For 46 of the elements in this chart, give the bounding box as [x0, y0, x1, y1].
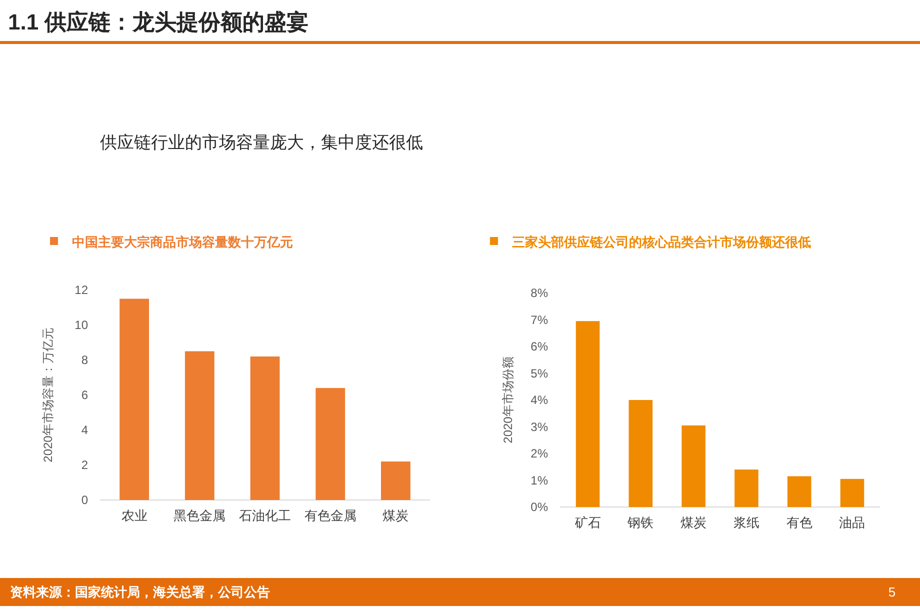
y-tick-label: 0%: [530, 500, 548, 514]
bar: [250, 356, 280, 500]
y-tick-label: 12: [74, 283, 88, 298]
bar: [380, 462, 410, 500]
y-tick-label: 6: [81, 388, 88, 402]
x-tick-label: 浆纸: [733, 515, 760, 530]
text: 1.1 供应链：龙头提份额的盛宴: [8, 10, 309, 35]
x-tick-label: 钢铁: [626, 515, 654, 530]
y-tick-label: 7%: [530, 312, 548, 327]
bar: [576, 321, 600, 507]
x-tick-label: 石油化工: [239, 508, 291, 523]
x-tick-label: 农业: [121, 508, 148, 523]
y-tick-label: 10: [74, 318, 88, 332]
bar: [682, 425, 706, 507]
y-axis-title: 2020年市场份额: [501, 356, 515, 444]
text: 供应链行业的市场容量庞大，集中度还很低: [100, 132, 423, 152]
bar: [184, 351, 214, 500]
y-tick-label: 0: [81, 493, 88, 508]
y-tick-label: 5%: [530, 366, 548, 380]
x-tick-label: 有色金属: [304, 508, 356, 523]
bar: [734, 470, 758, 507]
y-tick-label: 2%: [530, 446, 548, 461]
y-tick-label: 8: [81, 353, 88, 368]
y-tick-label: 1%: [530, 473, 548, 488]
text: 5: [888, 584, 896, 600]
x-tick-label: 煤炭: [382, 508, 409, 523]
y-tick-label: 3%: [530, 420, 548, 434]
bar: [628, 400, 653, 507]
x-tick-label: 油品: [839, 515, 866, 530]
legend-label: 中国主要大宗商品市场容量数十万亿元: [72, 234, 293, 250]
y-tick-label: 4: [81, 423, 88, 438]
x-tick-label: 矿石: [574, 515, 601, 530]
y-tick-label: 6%: [530, 340, 548, 354]
bar: [787, 476, 812, 507]
x-tick-label: 煤炭: [680, 515, 707, 530]
y-axis-title: 2020年市场容量：万亿元: [41, 328, 55, 462]
text: 资料来源：国家统计局，海关总署，公司公告: [10, 584, 270, 600]
y-tick-label: 2: [81, 458, 88, 472]
y-tick-label: 8%: [530, 286, 548, 300]
x-tick-label: 有色: [786, 515, 812, 530]
y-tick-label: 4%: [530, 393, 548, 408]
bar: [316, 388, 346, 500]
bar: [120, 298, 150, 500]
bar: [840, 478, 864, 507]
legend-label: 三家头部供应链公司的核心品类合计市场份额还很低: [512, 234, 811, 250]
x-tick-label: 黑色金属: [174, 508, 226, 523]
